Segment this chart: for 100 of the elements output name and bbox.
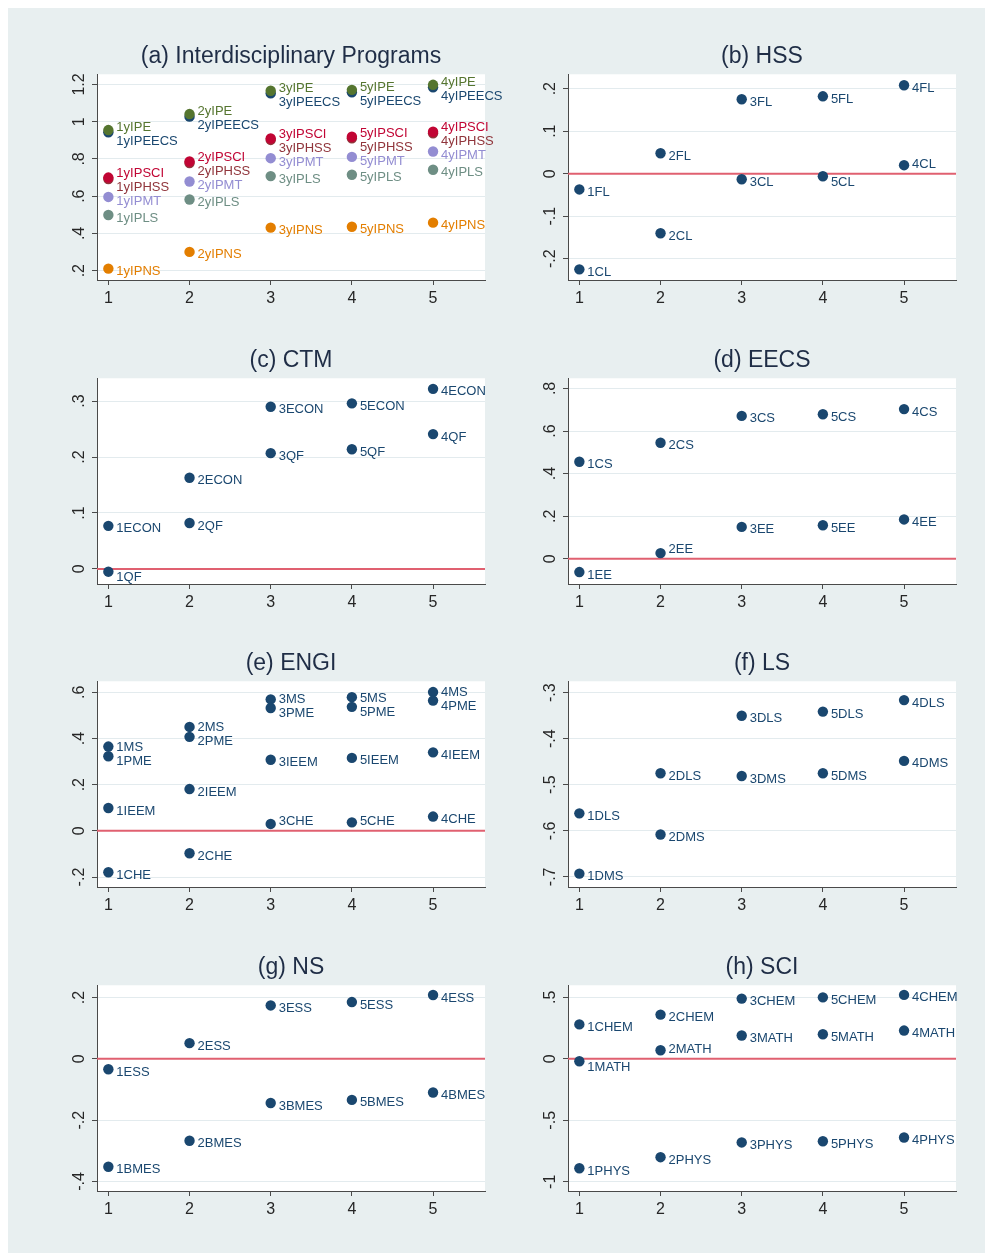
- chart-title: (b) HSS: [721, 42, 803, 69]
- y-tick-label: 0: [541, 553, 559, 563]
- y-tick-label: .5: [541, 990, 559, 1004]
- chart-title: (d) EECS: [713, 345, 811, 372]
- annotation: 2QF: [197, 517, 223, 533]
- x-tick-label: 1: [103, 592, 113, 610]
- point: [898, 1024, 910, 1036]
- annotation: 5DMS: [830, 767, 868, 783]
- annotation: 1ESS: [116, 1063, 150, 1079]
- point: [265, 170, 276, 182]
- annotation: 2PHYS: [668, 1151, 712, 1167]
- annotation: 4CHE: [441, 811, 477, 827]
- y-tick-label: 0: [70, 826, 88, 836]
- x-tick-label: 2: [185, 895, 195, 913]
- annotation: 3CHE: [278, 813, 314, 829]
- y-tick-label: .1: [541, 124, 559, 138]
- x-tick-label: 1: [574, 592, 584, 610]
- point: [736, 521, 747, 532]
- x-tick-label: 2: [656, 1199, 666, 1217]
- point: [427, 989, 439, 1000]
- annotation: 4BMES: [441, 1086, 486, 1102]
- point: [655, 228, 666, 239]
- annotation: 2PME: [197, 733, 234, 749]
- point: [427, 695, 439, 706]
- x-tick-label: 5: [899, 288, 909, 306]
- point: [736, 410, 747, 421]
- y-tick-label: -.6: [541, 821, 559, 841]
- annotation: 4CL: [912, 156, 936, 172]
- annotation: 5QF: [359, 443, 386, 459]
- point: [103, 751, 114, 762]
- point: [574, 184, 585, 195]
- point: [898, 694, 910, 706]
- annotation: 3MATH: [749, 1029, 793, 1045]
- annotation: 2CHEM: [668, 1008, 715, 1024]
- y-tick-label: 0: [541, 1053, 559, 1063]
- point: [346, 752, 358, 764]
- point: [184, 246, 195, 258]
- y-tick-label: -.2: [541, 249, 559, 269]
- annotation: 5yIPSCI: [359, 124, 408, 140]
- annotation: 5CS: [830, 408, 857, 424]
- point: [736, 1136, 747, 1148]
- point: [574, 566, 585, 577]
- annotation: 4IEEM: [441, 746, 481, 762]
- chart-title: (e) ENGI: [245, 649, 337, 676]
- annotation: 3yIPMT: [278, 154, 324, 170]
- annotation: 1CHE: [116, 866, 152, 882]
- point: [103, 209, 114, 221]
- point: [817, 91, 829, 102]
- point: [265, 153, 276, 164]
- x-tick-label: 3: [737, 592, 747, 610]
- annotation: 1MS: [116, 738, 144, 754]
- point: [184, 783, 195, 795]
- x-tick-label: 3: [266, 288, 276, 306]
- annotation: 3ECON: [278, 400, 324, 416]
- x-tick-label: 1: [103, 895, 113, 913]
- y-tick-label: .1: [70, 505, 88, 520]
- annotation: 2DLS: [668, 767, 702, 783]
- point: [346, 996, 358, 1007]
- point: [184, 1037, 195, 1048]
- point: [265, 702, 276, 714]
- y-tick-label: -.5: [541, 775, 559, 795]
- annotation: 2yIPLS: [197, 194, 240, 210]
- annotation: 2MS: [197, 719, 225, 735]
- chart-title: (c) CTM: [249, 345, 333, 372]
- point: [346, 221, 358, 232]
- annotation: 1yIPE: [116, 118, 152, 134]
- annotation: 3PHYS: [749, 1136, 793, 1152]
- point: [736, 770, 747, 782]
- x-tick-label: 3: [266, 592, 276, 610]
- annotation: 5yIPE: [359, 78, 395, 94]
- point: [184, 517, 195, 528]
- point: [103, 566, 114, 577]
- y-tick-label: .3: [70, 393, 88, 408]
- annotation: 4MATH: [912, 1024, 956, 1040]
- chart-title: (h) SCI: [725, 952, 799, 979]
- x-tick-label: 1: [574, 288, 584, 306]
- annotation: 5IEEM: [359, 752, 399, 768]
- point: [655, 148, 666, 159]
- annotation: 2CHE: [197, 847, 233, 863]
- x-tick-label: 3: [266, 895, 276, 913]
- x-tick-label: 1: [103, 1199, 113, 1217]
- annotation: 1PHYS: [587, 1162, 631, 1178]
- point: [898, 989, 910, 1000]
- x-tick-label: 2: [185, 1199, 195, 1217]
- annotation: 5ESS: [359, 996, 394, 1012]
- annotation: 5PME: [359, 703, 396, 719]
- annotation: 3MS: [278, 691, 306, 707]
- y-tick-label: .4: [70, 226, 88, 241]
- annotation: 2BMES: [197, 1134, 242, 1150]
- annotation: 4FL: [912, 79, 935, 95]
- annotation: 4QF: [441, 428, 467, 444]
- point: [655, 1151, 666, 1162]
- x-tick-label: 5: [428, 288, 438, 306]
- y-tick-label: .2: [70, 990, 88, 1004]
- point: [736, 174, 747, 185]
- x-tick-label: 1: [574, 1199, 584, 1217]
- annotation: 4yIPLS: [441, 164, 484, 180]
- point: [817, 519, 829, 530]
- y-tick-label: .6: [541, 423, 559, 438]
- x-tick-label: 2: [656, 592, 666, 610]
